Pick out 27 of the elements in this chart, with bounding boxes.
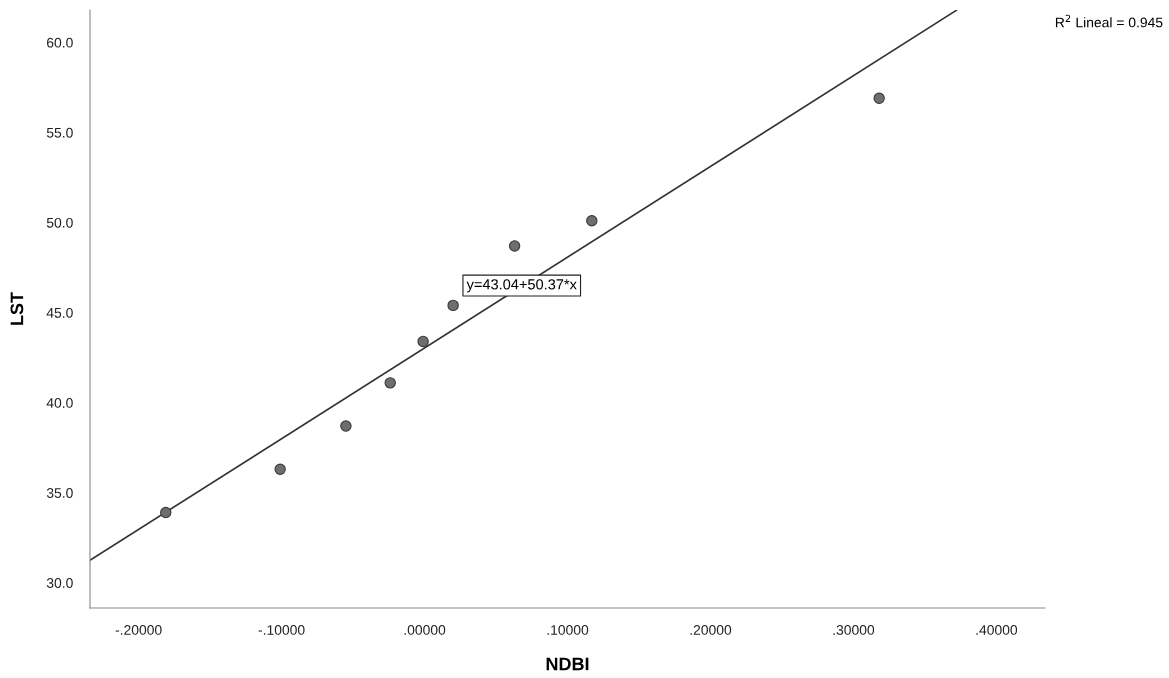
- x-tick-label: .20000: [690, 625, 732, 635]
- y-tick-label: 40.0: [46, 398, 73, 408]
- annotation: y=43.04+50.37*x: [466, 279, 577, 293]
- point: [160, 506, 172, 519]
- point: [873, 92, 885, 104]
- x-tick-label: -.20000: [115, 625, 162, 635]
- y-tick-label: 30.0: [46, 578, 73, 588]
- y-tick-label: 60.0: [47, 37, 73, 48]
- point: [417, 335, 429, 348]
- point: [274, 463, 286, 476]
- y-tick-label: 55.0: [46, 127, 73, 138]
- point: [508, 240, 521, 252]
- x-axis-title: NDBI: [546, 657, 589, 671]
- x-tick-label: .40000: [976, 625, 1018, 635]
- text: R$^{2}$ Lineal = 0.945: [1055, 14, 1163, 28]
- point: [586, 215, 598, 227]
- y-axis-title: LST: [10, 292, 24, 325]
- x-tick-label: -.10000: [258, 625, 305, 635]
- x-tick-label: .00000: [404, 625, 446, 635]
- y-tick-label: 45.0: [46, 307, 73, 318]
- point: [340, 420, 352, 432]
- x-tick-label: .10000: [547, 625, 589, 635]
- y-tick-label: 50.0: [46, 217, 73, 228]
- y-tick-label: 35.0: [46, 488, 73, 498]
- x-tick-label: .30000: [833, 625, 875, 635]
- point: [447, 299, 459, 312]
- point: [384, 377, 396, 389]
